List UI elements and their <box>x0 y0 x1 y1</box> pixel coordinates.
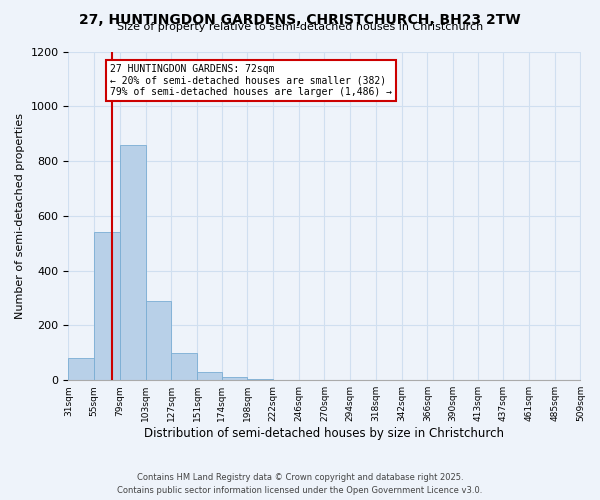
X-axis label: Distribution of semi-detached houses by size in Christchurch: Distribution of semi-detached houses by … <box>145 427 505 440</box>
Bar <box>171 353 197 380</box>
Bar <box>146 301 171 380</box>
Bar <box>94 232 120 380</box>
Title: 27, HUNTINGDON GARDENS, CHRISTCHURCH, BH23 2TW
Size of property relative to semi: 27, HUNTINGDON GARDENS, CHRISTCHURCH, BH… <box>0 499 1 500</box>
Bar <box>197 372 221 380</box>
Bar <box>221 378 247 380</box>
Text: Size of property relative to semi-detached houses in Christchurch: Size of property relative to semi-detach… <box>117 22 483 32</box>
Text: 27, HUNTINGDON GARDENS, CHRISTCHURCH, BH23 2TW: 27, HUNTINGDON GARDENS, CHRISTCHURCH, BH… <box>79 12 521 26</box>
Y-axis label: Number of semi-detached properties: Number of semi-detached properties <box>15 113 25 319</box>
Bar <box>120 144 146 380</box>
Text: Contains HM Land Registry data © Crown copyright and database right 2025.
Contai: Contains HM Land Registry data © Crown c… <box>118 474 482 495</box>
Text: 27 HUNTINGDON GARDENS: 72sqm
← 20% of semi-detached houses are smaller (382)
79%: 27 HUNTINGDON GARDENS: 72sqm ← 20% of se… <box>110 64 392 97</box>
Bar <box>68 358 94 380</box>
